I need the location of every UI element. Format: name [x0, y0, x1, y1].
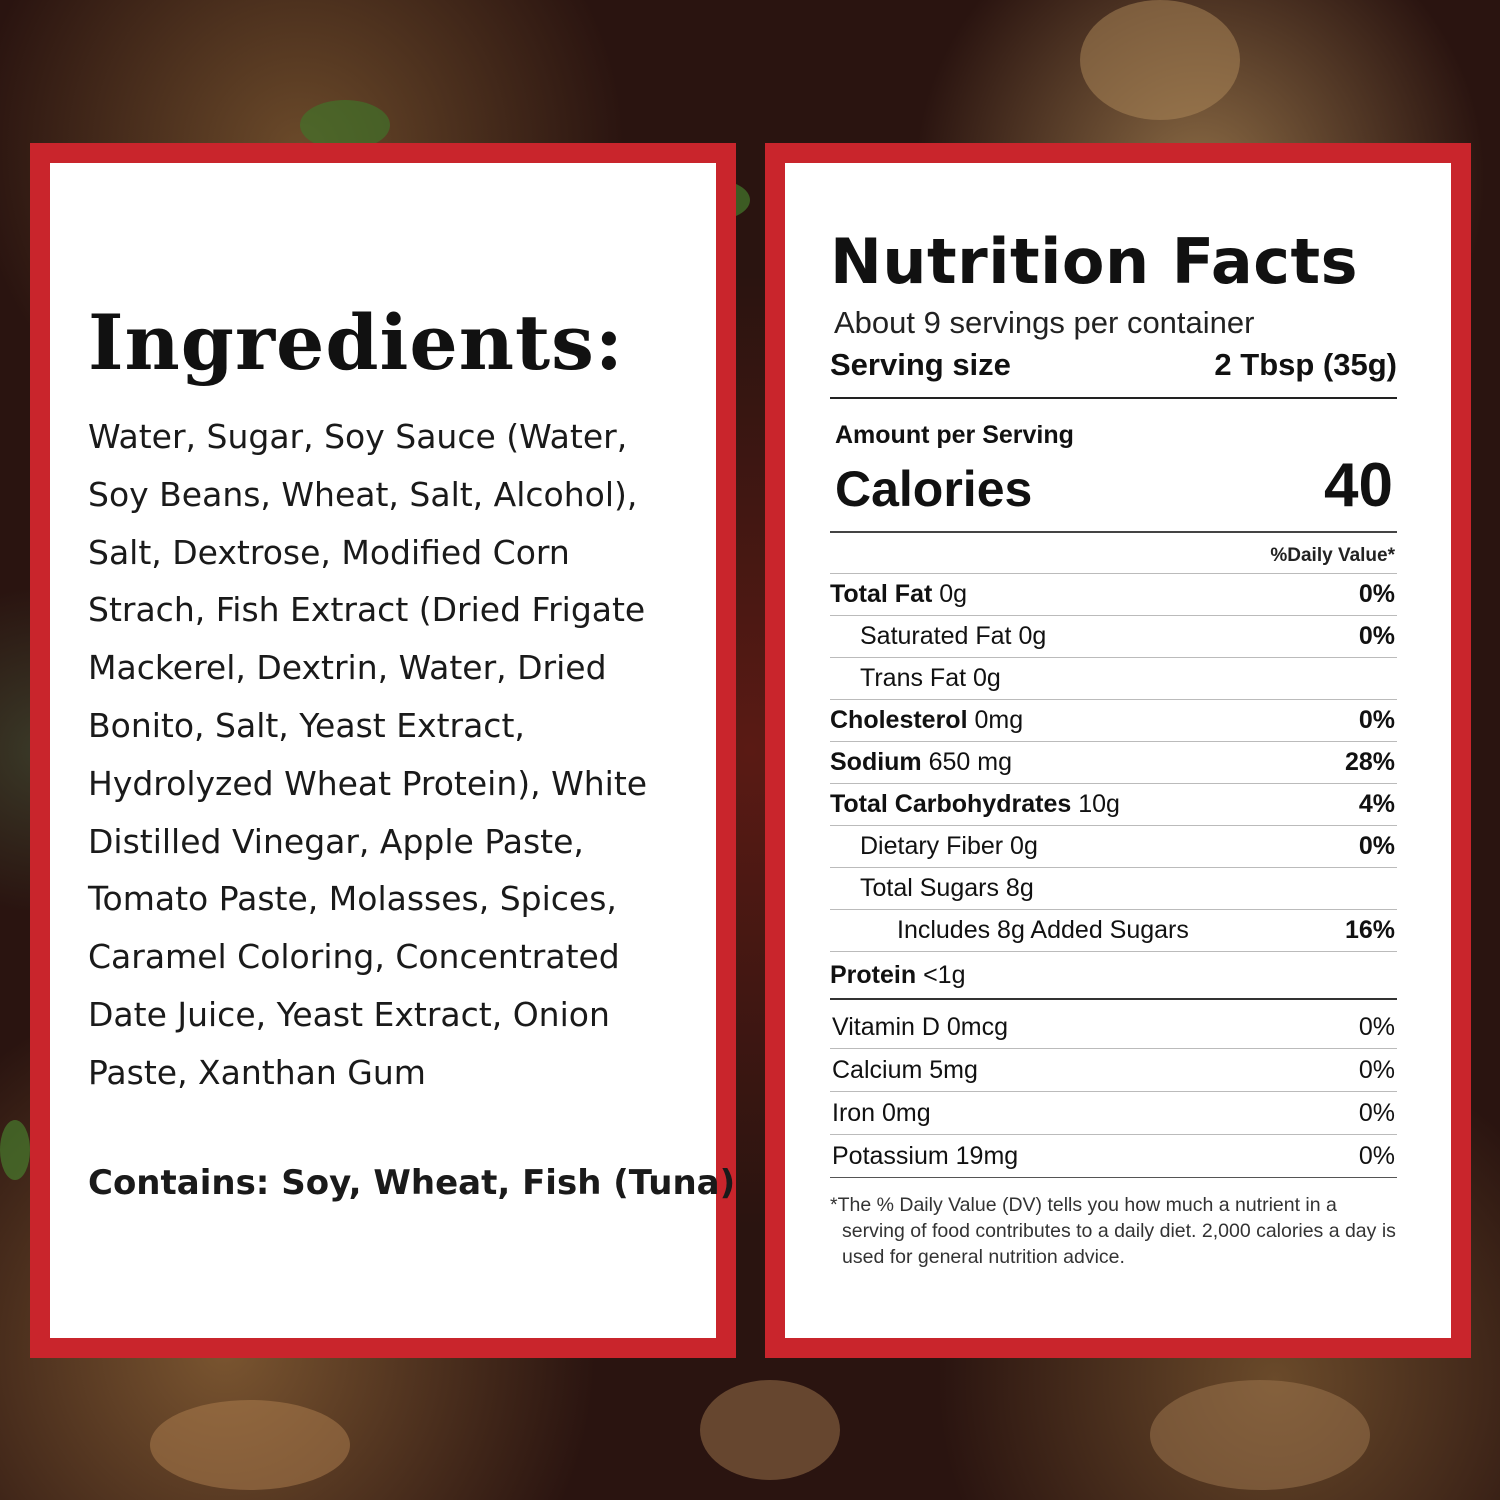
nutrition-card: Nutrition Facts About 9 servings per con…: [765, 143, 1471, 1358]
nutrient-dv: 0%: [1358, 622, 1395, 650]
nutrition-facts-label: Nutrition Facts About 9 servings per con…: [830, 231, 1397, 1270]
daily-value-footnote: *The % Daily Value (DV) tells you how mu…: [830, 1194, 1396, 1268]
nutrient-amount: 8g: [1005, 874, 1034, 902]
nutrient-label: Includes 8g Added Sugars: [897, 916, 1189, 944]
calories-row: Calories 40: [830, 450, 1397, 533]
nutrient-label: Saturated Fat: [860, 622, 1012, 650]
ingredients-title: Ingredients:: [88, 298, 624, 387]
nutrient-row-sodium: Sodium 650 mg 28%: [830, 742, 1397, 784]
nutrient-dv: 4%: [1358, 790, 1395, 818]
nutrition-panel: Nutrition Facts About 9 servings per con…: [785, 163, 1451, 1338]
nutrient-row-total-fat: Total Fat 0g 0%: [830, 574, 1397, 616]
vitamin-dv: 0%: [1358, 1098, 1395, 1127]
nutrient-dv: 28%: [1344, 748, 1395, 776]
nutrient-row-total-carbohydrates: Total Carbohydrates 10g 4%: [830, 784, 1397, 826]
nutrient-label: Cholesterol: [830, 706, 968, 734]
serving-size-label: Serving size: [830, 347, 1011, 382]
vitamin-dv: 0%: [1358, 1055, 1395, 1084]
nutrient-row-trans-fat: Trans Fat 0g: [830, 658, 1397, 700]
ingredients-list: Water, Sugar, Soy Sauce (Water, Soy Bean…: [88, 417, 648, 1092]
nutrient-dv: 16%: [1344, 916, 1395, 944]
nutrient-label: Total Carbohydrates: [830, 790, 1072, 818]
ingredients-card: Ingredients: Water, Sugar, Soy Sauce (Wa…: [30, 143, 736, 1358]
nutrient-dv: 0%: [1358, 580, 1395, 608]
servings-per-container: About 9 servings per container: [834, 305, 1255, 340]
nutrient-label: Trans Fat: [860, 664, 967, 692]
nutrient-dv: 0%: [1358, 706, 1395, 734]
vitamin-dv: 0%: [1358, 1012, 1395, 1041]
nutrient-row-cholesterol: Cholesterol 0mg 0%: [830, 700, 1397, 742]
nutrient-row-saturated-fat: Saturated Fat 0g 0%: [830, 616, 1397, 658]
nutrient-amount: 0g: [1018, 622, 1047, 650]
nutrient-amount: <1g: [923, 960, 966, 989]
nutrient-label: Total Sugars: [860, 874, 999, 902]
serving-size-row: Serving size 2 Tbsp (35g): [830, 347, 1397, 399]
nutrient-row-total-sugars: Total Sugars 8g: [830, 868, 1397, 910]
vitamin-row-calcium: Calcium 5mg 0%: [830, 1049, 1397, 1092]
vitamin-row-vitamin-d: Vitamin D 0mcg 0%: [830, 1006, 1397, 1049]
nutrition-title: Nutrition Facts: [830, 225, 1359, 298]
nutrient-label: Sodium: [830, 748, 922, 776]
nutrient-row-dietary-fiber: Dietary Fiber 0g 0%: [830, 826, 1397, 868]
vitamin-dv: 0%: [1358, 1141, 1395, 1170]
vitamin-label: Potassium 19mg: [832, 1141, 1019, 1170]
ingredients-panel: Ingredients: Water, Sugar, Soy Sauce (Wa…: [50, 163, 736, 1338]
serving-size-value: 2 Tbsp (35g): [1214, 347, 1397, 382]
nutrient-row-added-sugars: Includes 8g Added Sugars 16%: [830, 910, 1397, 952]
nutrient-amount: 0mg: [974, 706, 1024, 734]
nutrient-amount: 0g: [939, 580, 968, 608]
nutrient-label: Dietary Fiber: [860, 832, 1004, 860]
nutrient-amount: 0g: [973, 664, 1001, 692]
daily-value-header: %Daily Value*: [830, 533, 1397, 574]
calories-label: Calories: [835, 461, 1033, 517]
vitamin-row-iron: Iron 0mg 0%: [830, 1092, 1397, 1135]
nutrient-amount: 10g: [1078, 790, 1120, 818]
amount-per-serving: Amount per Serving: [835, 421, 1074, 449]
nutrient-amount: 650 mg: [928, 748, 1013, 776]
vitamin-row-potassium: Potassium 19mg 0%: [830, 1135, 1397, 1178]
nutrient-label: Protein: [830, 960, 917, 989]
calories-value: 40: [1324, 451, 1393, 520]
nutrient-label: Total Fat: [830, 580, 933, 608]
nutrient-row-protein: Protein <1g: [830, 952, 1397, 1000]
allergen-statement: Contains: Soy, Wheat, Fish (Tuna): [88, 1163, 736, 1203]
vitamin-label: Calcium 5mg: [832, 1055, 978, 1084]
nutrient-amount: 0g: [1010, 832, 1038, 860]
vitamin-label: Iron 0mg: [832, 1098, 931, 1127]
nutrient-dv: 0%: [1358, 832, 1395, 860]
vitamin-label: Vitamin D 0mcg: [832, 1012, 1008, 1041]
